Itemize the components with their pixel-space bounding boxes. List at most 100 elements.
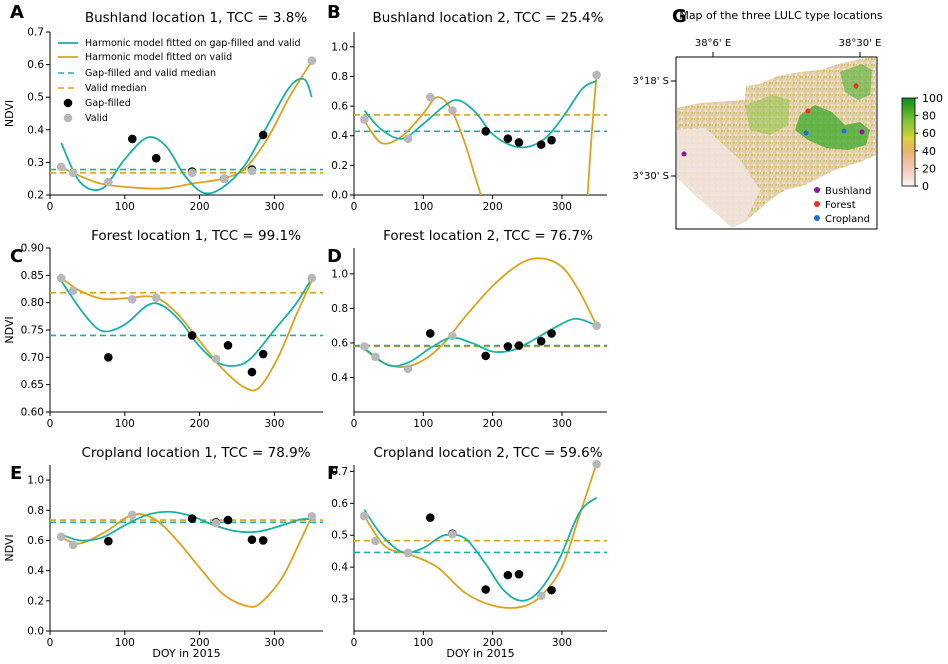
legend-label-4: Gap-filled xyxy=(85,98,131,109)
gapfilled-point-E xyxy=(104,536,113,546)
y-tick-label-B: 0.8 xyxy=(331,71,348,83)
panel-D: D Forest location 2, TCC = 76.7% 0 100 200 30… xyxy=(327,228,607,430)
legend-label-2: Gap-filled and valid median xyxy=(85,68,216,79)
valid-point-F xyxy=(536,591,546,601)
y-tick-label-E: 0.6 xyxy=(27,535,44,547)
y-tick-label-C: 0.85 xyxy=(21,270,44,282)
plot-area-B xyxy=(354,74,607,195)
plot-area-D xyxy=(354,257,607,369)
panel-title-C: Forest location 1, TCC = 99.1% xyxy=(91,228,301,244)
x-tick-label-F: 100 xyxy=(413,637,433,649)
colorbar-tick-label: 80 xyxy=(922,110,936,123)
colorbar-tick-label: 40 xyxy=(922,145,936,158)
legend-swatch-4 xyxy=(63,98,73,108)
gapfilled-point-C xyxy=(187,331,197,340)
y-axis-label-A: NDVI xyxy=(3,100,16,127)
gapfilled-point-D xyxy=(481,351,490,361)
colorbar-tick-label: 100 xyxy=(922,92,943,105)
y-tick-label-A: 0.5 xyxy=(27,92,44,104)
gapfilled-point-F xyxy=(514,569,524,579)
valid-point-D xyxy=(403,364,413,374)
y-tick-label-E: 0.8 xyxy=(27,505,44,517)
x-axis-label-F: DOY in 2015 xyxy=(446,647,514,660)
harmonic-gapfilled-curve-C xyxy=(60,277,313,367)
plot-area-C xyxy=(50,277,323,392)
y-tick-label-A: 0.4 xyxy=(27,124,44,136)
harmonic-gapfilled-curve-A xyxy=(60,77,313,195)
panel-letter-F: F xyxy=(327,463,339,484)
legend-label-5: Valid xyxy=(85,113,108,124)
y-tick-label-A: 0.3 xyxy=(27,157,44,169)
x-tick-label-F: 200 xyxy=(483,637,503,649)
y-tick-label-B: 0.0 xyxy=(331,190,348,202)
legend: Harmonic model fitted on gap-filled and … xyxy=(58,38,301,124)
harmonic-valid-curve-C xyxy=(60,277,313,392)
x-tick-label-A: 0 xyxy=(47,201,54,213)
valid-point-C xyxy=(307,273,317,283)
harmonic-valid-curve-F xyxy=(363,463,598,609)
gapfilled-point-D xyxy=(503,342,513,351)
legend-label-3: Valid median xyxy=(85,83,147,94)
valid-point-F xyxy=(371,536,380,546)
map-marker-forest-1 xyxy=(805,108,811,114)
valid-point-B xyxy=(592,70,601,80)
y-tick-label-F: 0.3 xyxy=(331,594,348,606)
harmonic-valid-curve-b-B xyxy=(586,74,598,195)
x-tick-label-A: 100 xyxy=(115,201,135,213)
map-marker-forest-2 xyxy=(853,83,859,89)
y-tick-label-A: 0.7 xyxy=(27,27,44,39)
y-tick-label-B: 0.2 xyxy=(331,160,348,172)
valid-point-B xyxy=(403,134,413,143)
x-tick-label-E: 0 xyxy=(47,637,54,649)
map-legend-dot-cropland xyxy=(814,215,820,221)
panel-C: C Forest location 1, TCC = 99.1% 0 100 200 30… xyxy=(3,228,323,430)
colorbar-tick-label: 0 xyxy=(922,180,929,193)
y-axis-label-E: NDVI xyxy=(3,534,16,561)
valid-point-C xyxy=(151,293,161,303)
x-tick-label-C: 100 xyxy=(115,418,135,430)
y-tick-label-C: 0.65 xyxy=(21,379,44,391)
gapfilled-point-D xyxy=(514,341,524,350)
x-tick-label-C: 0 xyxy=(47,418,54,430)
panel-title-B: Bushland location 2, TCC = 25.4% xyxy=(373,10,604,26)
x-tick-label-D: 300 xyxy=(552,418,572,430)
gapfilled-point-B xyxy=(481,126,490,136)
valid-point-E xyxy=(127,510,137,520)
x-tick-label-E: 300 xyxy=(264,637,284,649)
valid-point-D xyxy=(371,352,380,362)
legend-swatch-5 xyxy=(63,113,73,123)
gapfilled-point-E xyxy=(247,535,257,544)
map-southwest xyxy=(677,128,760,228)
map-green-west xyxy=(745,95,790,135)
valid-point-E xyxy=(68,540,78,550)
y-tick-label-F: 0.7 xyxy=(331,466,348,478)
panel-letter-A: A xyxy=(10,2,24,23)
map-lat-label-1: 3°18' S xyxy=(633,76,669,87)
map-lat-label-2: 3°30' S xyxy=(633,171,669,182)
panel-title-A: Bushland location 1, TCC = 3.8% xyxy=(85,10,308,26)
harmonic-gapfilled-curve-F xyxy=(363,496,598,602)
valid-point-C xyxy=(211,354,221,364)
gapfilled-point-F xyxy=(481,585,490,594)
map-lon-label-2: 38°30' E xyxy=(839,38,882,49)
x-tick-label-D: 0 xyxy=(351,418,358,430)
map-legend-dot-forest xyxy=(814,201,820,207)
gapfilled-point-F xyxy=(503,570,513,580)
y-tick-label-B: 1.0 xyxy=(331,41,348,53)
x-tick-label-D: 100 xyxy=(413,418,433,430)
x-tick-label-C: 300 xyxy=(264,418,284,430)
legend-label-0: Harmonic model fitted on gap-filled and … xyxy=(85,38,301,49)
map-marker-cropland-2 xyxy=(841,128,847,134)
valid-point-A xyxy=(247,166,257,176)
valid-point-F xyxy=(448,529,457,539)
map-legend-dot-bushland xyxy=(814,187,820,193)
panel-A: A Bushland location 1, TCC = 3.8% 0 100 200 3… xyxy=(3,2,323,213)
valid-point-A xyxy=(307,56,317,65)
map-lon-label-1: 38°6' E xyxy=(695,38,731,49)
valid-point-F xyxy=(592,459,601,469)
map-legend-bushland: Bushland xyxy=(825,186,871,197)
gapfilled-point-B xyxy=(514,138,524,147)
gapfilled-point-A xyxy=(258,130,268,140)
gapfilled-point-E xyxy=(258,536,268,545)
